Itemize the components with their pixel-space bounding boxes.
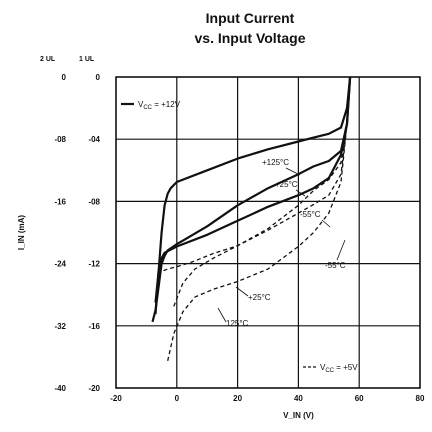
plot-frame	[115, 76, 421, 389]
x-tick-label: 60	[355, 394, 364, 403]
annotation-leader	[217, 307, 227, 323]
series-line	[173, 76, 351, 307]
legend-solid-label: VCC = +12V	[138, 100, 181, 111]
series-line	[154, 76, 352, 315]
y-tick-label-left: 0	[62, 73, 67, 82]
annotation-leader	[321, 219, 331, 228]
y-tick-label-right: -04	[88, 135, 100, 144]
series-line	[158, 76, 351, 276]
annotation-label: +25°C	[248, 293, 271, 302]
annotation-leader	[336, 239, 346, 261]
y-tick-label-right: -08	[88, 197, 100, 206]
y-tick-label-left: -08	[54, 135, 66, 144]
chart-title: Input Current	[205, 10, 295, 26]
annotation-label: +125°C	[262, 158, 289, 167]
annotation-label: -55°C	[325, 261, 346, 270]
y-tick-label-left: -32	[54, 322, 66, 331]
x-tick-label: 20	[233, 394, 242, 403]
x-tick-label: 40	[294, 394, 303, 403]
series-line	[167, 76, 351, 361]
x-axis-label: V_IN (V)	[283, 411, 314, 420]
annotation-leader	[235, 286, 249, 297]
x-tick-label: 80	[416, 394, 425, 403]
right-axis-header: 1 UL	[79, 56, 95, 63]
left-axis-header: 2 UL	[40, 56, 56, 63]
y-tick-label-left: -24	[54, 260, 66, 269]
y-tick-label-left: -16	[54, 197, 66, 206]
y-tick-label-right: 0	[96, 73, 101, 82]
y-axis-label: I_IN (mA)	[17, 215, 26, 250]
legend-dashed-label: VCC = +5V	[320, 363, 358, 374]
y-tick-label-right: -16	[88, 322, 100, 331]
annotation-label: +25°C	[275, 180, 298, 189]
x-tick-label: -20	[110, 394, 122, 403]
y-tick-label-right: -20	[88, 384, 100, 393]
annotation-leader	[295, 189, 306, 197]
annotation-label: 125°C	[226, 319, 249, 328]
chart-subtitle: vs. Input Voltage	[194, 30, 306, 46]
series-line	[151, 76, 352, 323]
annotation-label: -55°C	[300, 210, 321, 219]
x-tick-label: 0	[175, 394, 180, 403]
y-tick-label-left: -40	[54, 384, 66, 393]
y-tick-label-right: -12	[88, 260, 100, 269]
annotation-leader	[285, 167, 301, 176]
series-line	[154, 76, 352, 303]
